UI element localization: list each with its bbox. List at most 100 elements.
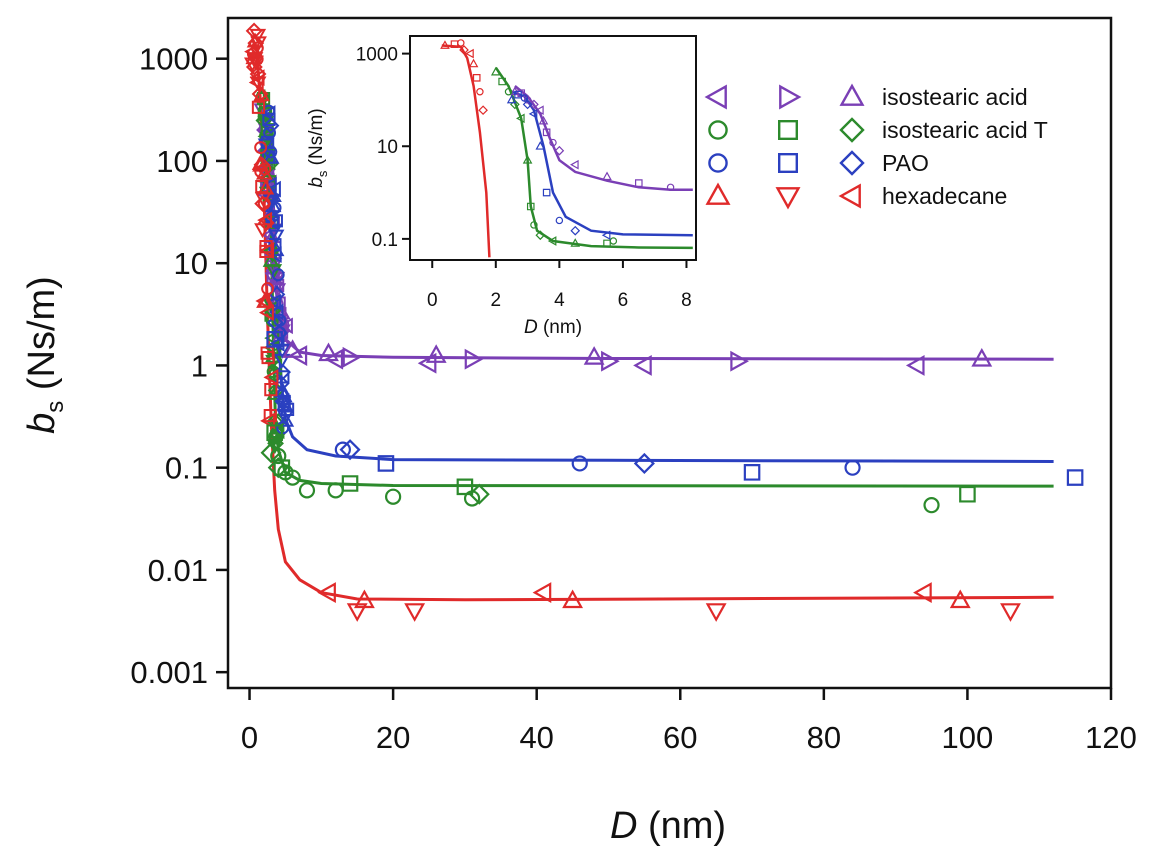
main-cluster-marker: [266, 275, 281, 293]
main-x-tick-label: 80: [807, 720, 841, 755]
main-data-marker: [601, 350, 620, 372]
main-data-marker: [260, 442, 282, 464]
main-data-marker: [468, 483, 490, 505]
main-cluster-marker: [262, 117, 280, 135]
inset-x-axis-ticks: 0 2 4 6 8: [427, 260, 692, 311]
main-y-axis-sub: s: [42, 401, 69, 413]
legend: isostearic acid isostearic acid T PAO hexad…: [704, 83, 1048, 210]
main-x-tick-label: 20: [376, 720, 410, 755]
inset-x-axis-var: D: [524, 317, 538, 338]
inset-data-marker: [498, 77, 506, 86]
main-data-marker: [417, 352, 437, 374]
main-data-marker: [562, 589, 584, 609]
main-data-marker: [341, 475, 359, 492]
inset-y-axis-ticks: 0.1 10 1000: [356, 45, 410, 251]
main-y-tick-label: 100: [156, 144, 208, 179]
main-y-tick-label: 1: [191, 348, 208, 383]
inset-data-markers: [440, 39, 675, 248]
legend-marker: [704, 84, 727, 110]
inset-data-marker: [538, 115, 549, 125]
main-cluster-marker: [259, 242, 275, 259]
main-data-marker: [705, 603, 727, 622]
inset-y-tick-label: 10: [377, 137, 398, 158]
main-cluster-marker: [244, 43, 260, 60]
inset-data-marker: [609, 237, 618, 245]
main-data-marker: [266, 424, 283, 441]
inset-fit-line: [441, 44, 491, 258]
main-cluster-marker: [265, 264, 283, 280]
main-y-axis-var: b: [21, 413, 63, 434]
main-cluster-marker: [249, 69, 265, 87]
main-cluster-marker: [263, 408, 277, 423]
inset-data-marker: [542, 128, 551, 137]
inset-data-marker: [554, 145, 565, 156]
main-plot-frame: [226, 16, 1113, 690]
legend-label: isostearic acid: [882, 84, 1028, 110]
inset-data-marker: [468, 58, 479, 68]
main-cluster-marker: [274, 325, 289, 339]
main-cluster-marker: [247, 55, 264, 71]
inset-data-marker: [522, 154, 533, 164]
main-data-marker: [583, 346, 605, 365]
inset-data-marker: [520, 94, 529, 102]
main-x-axis-unit: (nm): [648, 805, 726, 847]
inset-data-marker: [526, 202, 535, 211]
legend-marker: [839, 83, 865, 106]
inset-data-marker: [440, 40, 450, 49]
main-x-tick-label: 40: [519, 720, 553, 755]
inset-x-tick-label: 0: [427, 290, 438, 311]
main-cluster-marker: [262, 148, 280, 164]
inset-data-marker: [549, 138, 557, 147]
main-cluster-marker: [262, 112, 276, 126]
main-cluster-marker: [264, 382, 278, 397]
legend-marker: [778, 120, 798, 140]
main-x-tick-label: 120: [1085, 720, 1137, 755]
main-cluster-marker: [265, 180, 281, 198]
inset-data-marker: [459, 45, 469, 55]
main-x-tick-label: 0: [241, 720, 258, 755]
main-cluster-marker: [263, 368, 279, 386]
main-y-tick-label: 0.1: [165, 451, 208, 486]
main-data-markers: [243, 22, 1084, 622]
main-data-marker: [633, 355, 652, 376]
main-cluster-marker: [277, 410, 294, 426]
inset-x-tick-label: 2: [491, 290, 502, 311]
inset-data-marker: [506, 94, 517, 104]
main-y-tick-label: 1000: [139, 42, 208, 77]
main-data-marker: [273, 459, 291, 476]
main-y-axis-unit: (Ns/m): [21, 276, 63, 390]
main-cluster-marker: [254, 141, 268, 155]
main-cluster-marker: [257, 196, 271, 210]
main-data-marker: [339, 439, 361, 461]
main-x-axis-label: D (nm): [610, 805, 726, 847]
inset-y-axis-unit: (Ns/m): [306, 108, 327, 165]
main-y-axis-ticks: 0.001 0.01 0.1 1 10 100 1000: [130, 42, 228, 690]
inset-data-marker: [601, 230, 611, 241]
inset-chart: 0.1 10 1000 0 2 4 6 8 bs (Ns/m) D (nm): [306, 35, 697, 338]
inset-x-tick-label: 4: [554, 290, 565, 311]
main-data-marker: [267, 457, 289, 479]
inset-data-marker: [666, 183, 675, 192]
main-cluster-marker: [273, 353, 291, 369]
inset-data-marker: [504, 88, 513, 96]
inset-data-marker: [555, 216, 564, 225]
inset-data-marker: [602, 171, 612, 181]
main-cluster-marker: [258, 304, 274, 321]
main-data-marker: [633, 452, 655, 474]
main-data-marker: [342, 346, 362, 368]
main-cluster-marker: [249, 28, 267, 44]
main-data-marker: [923, 497, 940, 514]
legend-label: isostearic acid T: [882, 117, 1048, 143]
inset-data-marker: [476, 88, 484, 96]
main-data-marker: [532, 582, 552, 604]
main-data-marker: [317, 582, 336, 604]
inset-fit-line: [514, 85, 693, 192]
main-y-axis-label: bs (Ns/m): [21, 276, 69, 434]
main-data-marker: [913, 582, 932, 604]
main-data-marker: [1000, 603, 1021, 622]
inset-data-marker: [603, 239, 611, 248]
inset-data-marker: [570, 159, 579, 170]
inset-y-axis-sub: s: [315, 170, 330, 177]
main-x-tick-label: 60: [663, 720, 697, 755]
